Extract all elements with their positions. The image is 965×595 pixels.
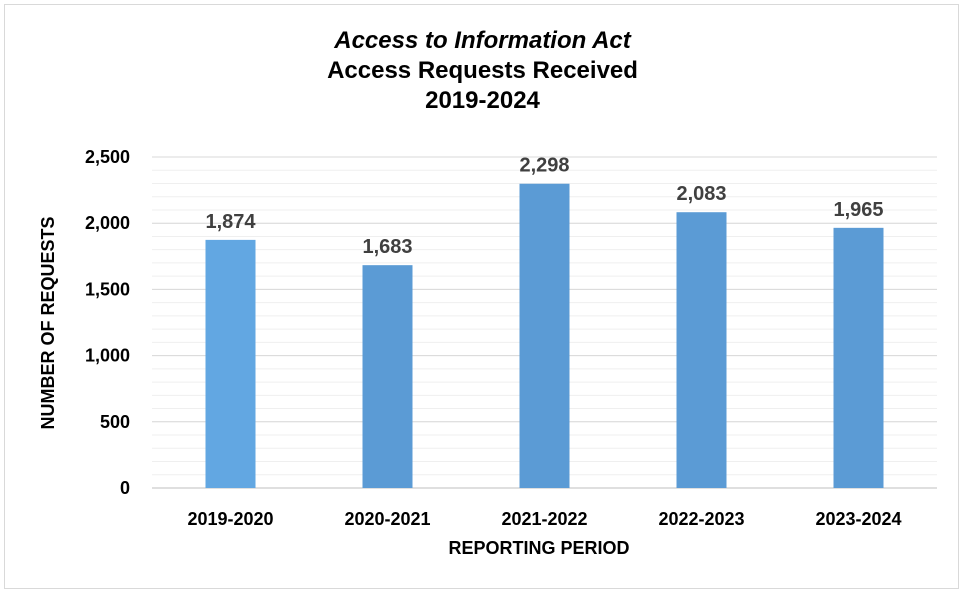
bar-2021-2022: [519, 183, 570, 488]
x-tick-label: 2023-2024: [815, 509, 901, 529]
y-tick-label: 2,500: [85, 147, 130, 167]
y-tick-label: 1,000: [85, 346, 130, 366]
bar-2022-2023: [676, 212, 727, 488]
x-tick-label: 2021-2022: [501, 509, 587, 529]
data-label: 1,965: [833, 199, 883, 221]
x-axis-title: REPORTING PERIOD: [448, 538, 629, 558]
chart-title-block: Access to Information Act Access Request…: [0, 26, 965, 116]
chart-frame: [4, 4, 959, 589]
bars: [205, 183, 884, 489]
chart-title-line-2: Access Requests Received: [327, 57, 638, 84]
bar-2020-2021: [362, 265, 413, 488]
y-tick-label: 1,500: [85, 279, 130, 299]
y-axis-tick-labels: 0 500 1,000 1,500 2,000 2,500: [85, 147, 130, 498]
y-tick-label: 0: [120, 478, 130, 498]
bar-2023-2024: [833, 227, 884, 489]
y-axis-title: NUMBER OF REQUESTS: [38, 216, 58, 429]
bar-2019-2020: [205, 239, 256, 488]
y-tick-label: 500: [100, 412, 130, 432]
x-tick-label: 2020-2021: [344, 509, 430, 529]
data-label: 1,683: [362, 236, 412, 258]
x-axis-tick-labels: 2019-2020 2020-2021 2021-2022 2022-2023 2023…: [187, 509, 901, 529]
chart-title-line-1: Access to Information Act: [334, 27, 631, 54]
x-tick-label: 2019-2020: [187, 509, 273, 529]
data-label: 1,874: [205, 211, 256, 233]
x-tick-label: 2022-2023: [658, 509, 744, 529]
data-label: 2,083: [676, 183, 726, 205]
data-labels: 1,874 1,683 2,298 2,083 1,965: [205, 155, 883, 258]
y-tick-label: 2,000: [85, 213, 130, 233]
chart-title-line-3: 2019-2024: [425, 87, 540, 114]
data-label: 2,298: [519, 155, 569, 177]
